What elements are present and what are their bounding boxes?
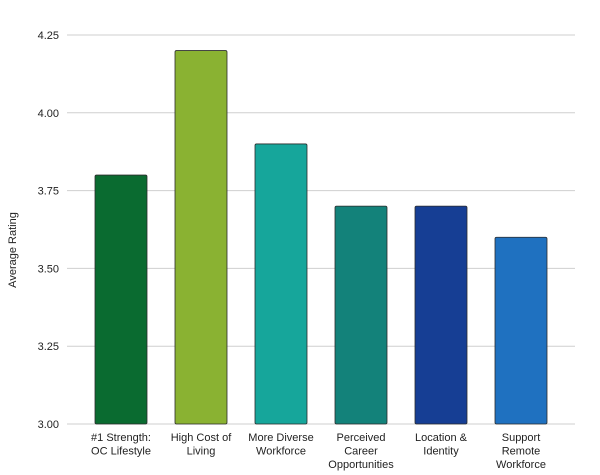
x-category-label-line: Identity bbox=[423, 446, 459, 458]
x-category-label: High Cost of Living bbox=[171, 432, 232, 458]
bars bbox=[94, 50, 548, 425]
x-category-label-line: More Diverse bbox=[248, 432, 313, 444]
x-category-label: More Diverse Workforce bbox=[248, 432, 313, 458]
bar bbox=[494, 236, 548, 425]
bar bbox=[94, 174, 148, 425]
x-category-label: Perceived Career Opportunities bbox=[328, 432, 394, 471]
x-category-label-line: Career bbox=[344, 446, 378, 458]
y-axis-title: Average Rating bbox=[7, 212, 19, 288]
x-category-label-line: Opportunities bbox=[328, 459, 394, 471]
y-tick-label: 3.00 bbox=[38, 419, 59, 431]
x-category-label: Support Remote Workforce bbox=[496, 432, 546, 471]
bar bbox=[254, 143, 308, 425]
x-category-label-line: Location & bbox=[415, 432, 468, 444]
bar bbox=[414, 205, 468, 425]
y-tick-label: 4.00 bbox=[38, 108, 59, 120]
y-tick-label: 3.75 bbox=[38, 186, 59, 198]
x-category-label-line: Remote bbox=[502, 446, 541, 458]
x-category-label-line: High Cost of bbox=[171, 432, 232, 444]
x-category-label-line: Support bbox=[502, 432, 541, 444]
y-tick-label: 4.25 bbox=[38, 30, 59, 42]
y-tick-label: 3.25 bbox=[38, 341, 59, 353]
x-category-label-line: OC Lifestyle bbox=[91, 446, 151, 458]
x-category-label-line: Workforce bbox=[496, 459, 546, 471]
x-category-label: Location & Identity bbox=[415, 432, 468, 458]
bar bbox=[174, 50, 228, 425]
bar bbox=[334, 205, 388, 425]
x-axis-categories: #1 Strength: OC Lifestyle High Cost of Livi… bbox=[91, 432, 546, 471]
x-category-label-line: Living bbox=[187, 446, 216, 458]
gridlines bbox=[67, 34, 575, 425]
x-category-label: #1 Strength: OC Lifestyle bbox=[91, 432, 151, 458]
y-tick-label: 3.50 bbox=[38, 263, 59, 275]
x-category-label-line: Workforce bbox=[256, 446, 306, 458]
y-axis-ticks: 3.00 3.25 3.50 3.75 4.00 4.25 bbox=[38, 30, 59, 431]
x-category-label-line: Perceived bbox=[337, 432, 386, 444]
x-category-label-line: #1 Strength: bbox=[91, 432, 151, 444]
